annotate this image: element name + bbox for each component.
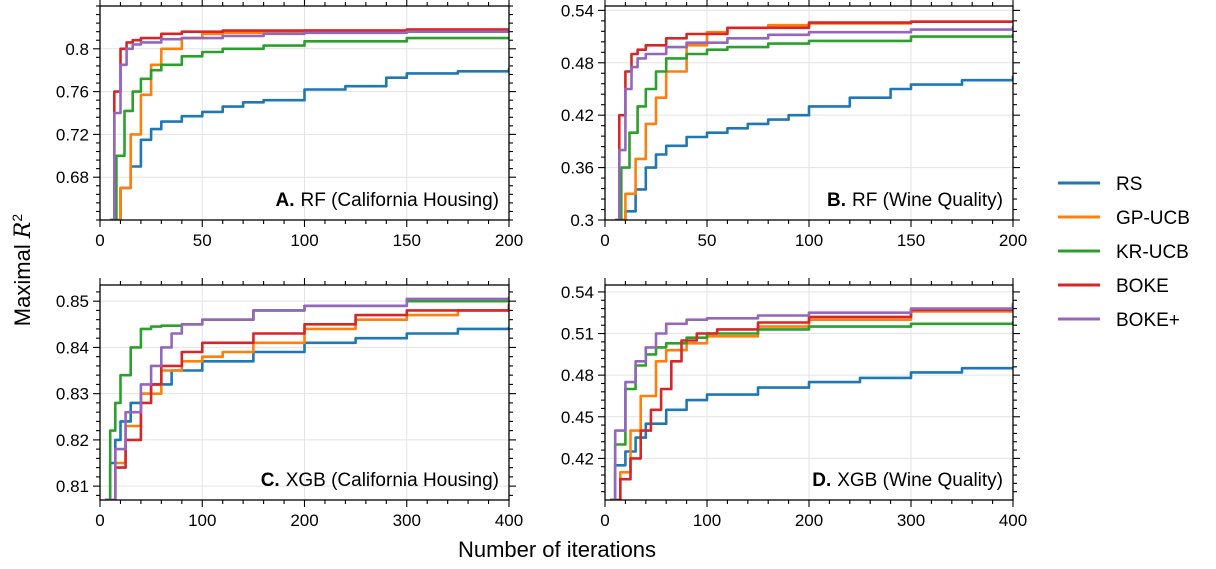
x-tick-label: 100 [290,231,318,250]
series-line-boke-plus [610,303,1013,500]
x-tick-label: 300 [393,511,421,530]
panel-title: C. XGB (California Housing) [261,470,499,491]
y-tick-label: 0.8 [65,40,89,59]
series-group [110,28,509,220]
panel-title-text: RF (California Housing) [300,190,499,211]
x-tick-label: 0 [95,231,104,250]
series-line-rs [112,68,509,220]
y-tick-label: 0.48 [561,366,594,385]
series-line-rs [617,75,1013,220]
x-tick-label: 150 [393,231,421,250]
y-tick-label: 0.85 [56,292,89,311]
legend-label: GP-UCB [1116,208,1190,229]
series-group [105,296,509,500]
x-tick-label: 50 [698,231,717,250]
y-tick-label: 0.45 [561,408,594,427]
panel-title: D. XGB (Wine Quality) [812,470,1003,491]
x-tick-label: 0 [600,511,609,530]
y-tick-label: 0.83 [56,385,89,404]
y-tick-label: 0.48 [561,54,594,73]
panel-b: 0 50 100 150 200 0.3 0.36 0.42 0.48 0.54 B. RF (Win… [561,0,1027,250]
y-tick-label: 0.81 [56,477,89,496]
x-tick-label: 100 [188,511,216,530]
panel-letter: C. [261,470,280,491]
legend-label: RS [1116,174,1142,195]
x-tick-label: 0 [95,511,104,530]
y-tick-label: 0.82 [56,431,89,450]
x-tick-label: 100 [693,511,721,530]
x-tick-label: 150 [897,231,925,250]
series-line-gp-ucb [105,305,509,500]
y-axis-title-variable: R [11,222,36,240]
legend: RS GP-UCB KR-UCB BOKE BOKE+ [1058,174,1190,331]
x-axis-title: Number of iterations [458,537,656,562]
series-line-kr-ucb [615,34,1013,220]
x-tick-label: 400 [999,511,1027,530]
panel-title: A. RF (California Housing) [275,190,499,211]
series-line-boke [615,20,1013,220]
x-tick-label: 50 [193,231,212,250]
series-group [615,20,1013,220]
panel-a: 0 50 100 150 200 0.68 0.72 0.76 0.8 A. RF (Califor… [56,0,523,250]
y-tick-label: 0.54 [561,1,594,20]
y-tick-label: 0.72 [56,125,89,144]
y-tick-label: 0.51 [561,325,594,344]
legend-label: KR-UCB [1116,242,1189,263]
series-line-boke [610,304,1013,500]
y-axis-title-prefix: Maximal [10,238,35,326]
panel-letter: D. [812,470,831,491]
panel-c: 0 100 200 300 400 0.81 0.82 0.83 0.84 0.85 C. XGB (… [56,278,523,530]
x-tick-label: 200 [795,511,823,530]
panel-letter: B. [827,190,846,211]
x-tick-label: 300 [897,511,925,530]
x-tick-label: 100 [795,231,823,250]
panel-d: 0 100 200 300 400 0.42 0.45 0.48 0.51 0.54 D. XGB (… [561,278,1027,530]
legend-label: BOKE [1116,276,1169,297]
y-tick-label: 0.54 [561,283,594,302]
series-line-gp-ucb [610,307,1013,500]
legend-label: BOKE+ [1116,310,1180,331]
panel-letter: A. [275,190,294,211]
series-line-boke-plus [110,28,509,220]
panel-title: B. RF (Wine Quality) [827,190,1003,211]
x-tick-label: 200 [495,231,523,250]
y-tick-label: 0.84 [56,338,89,357]
series-line-boke-plus [105,296,509,500]
panel-title-text: XGB (California Housing) [286,470,499,491]
y-axis-title-superscript: 2 [9,214,25,222]
y-tick-label: 0.68 [56,168,89,187]
x-tick-label: 400 [495,511,523,530]
x-tick-label: 0 [600,231,609,250]
x-tick-label: 200 [290,511,318,530]
series-group [610,303,1013,500]
series-line-kr-ucb [110,36,509,220]
y-tick-label: 0.42 [561,449,594,468]
y-axis-title: Maximal R2 [9,214,36,327]
x-tick-label: 200 [999,231,1027,250]
panel-title-text: RF (Wine Quality) [852,190,1003,211]
y-tick-label: 0.36 [561,159,594,178]
y-tick-label: 0.3 [570,211,594,230]
y-tick-label: 0.42 [561,106,594,125]
panels: 0 50 100 150 200 0.68 0.72 0.76 0.8 A. RF (Califor… [56,0,1027,530]
series-line-rs [610,366,1013,500]
series-line-boke-plus [615,26,1013,220]
panel-title-text: XGB (Wine Quality) [837,470,1003,491]
y-tick-label: 0.76 [56,83,89,102]
